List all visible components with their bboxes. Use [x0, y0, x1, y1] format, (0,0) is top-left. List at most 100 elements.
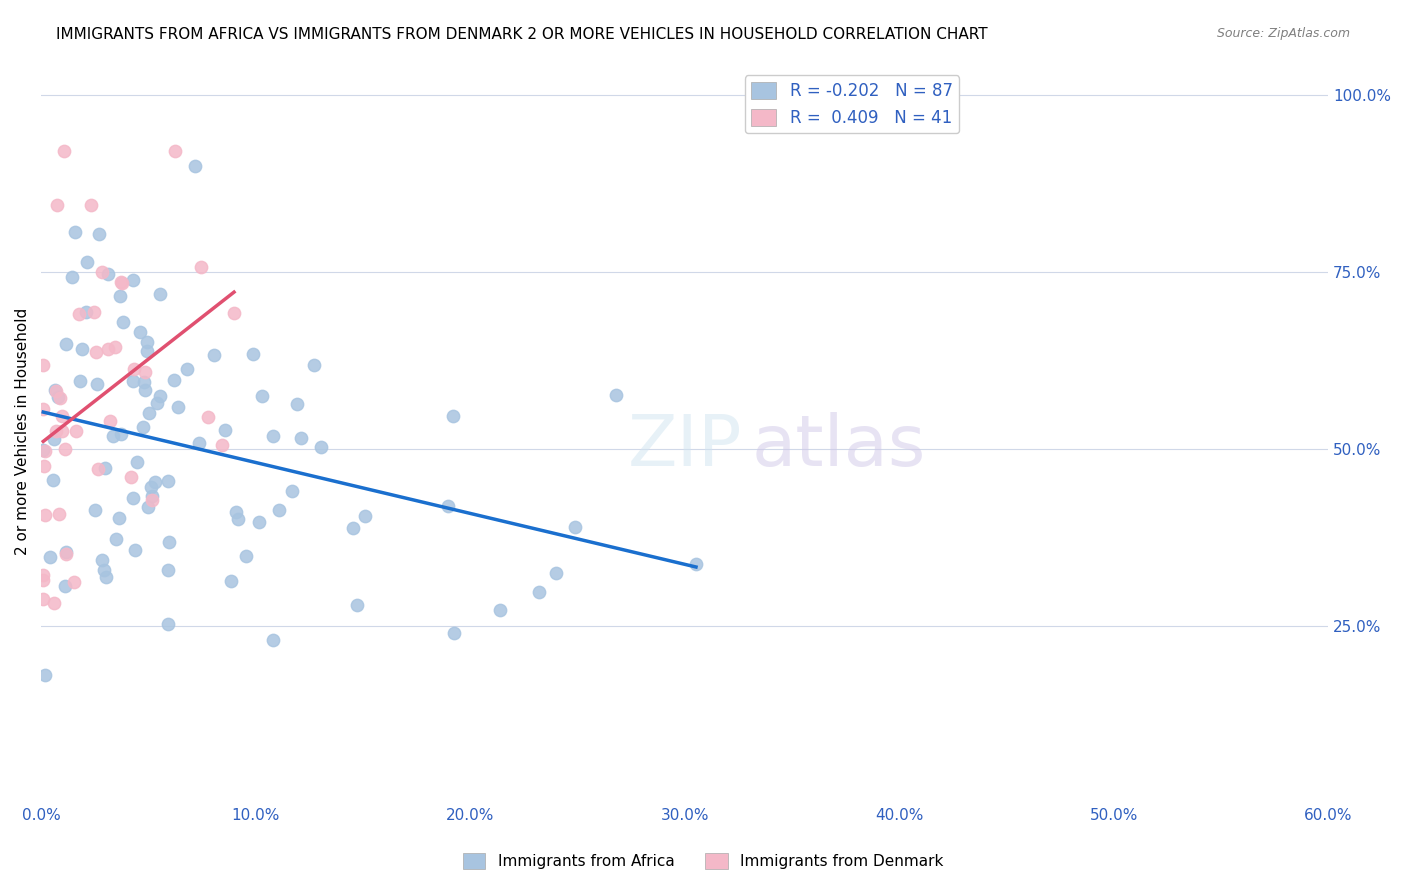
Point — [247, 516, 270, 530]
Point — [42, 432, 65, 446]
Point — [157, 474, 180, 488]
Point — [83, 503, 105, 517]
Point — [527, 585, 550, 599]
Point — [132, 419, 155, 434]
Point — [67, 307, 90, 321]
Point — [226, 512, 249, 526]
Point — [51, 409, 73, 423]
Legend: R = -0.202   N = 87, R =  0.409   N = 41: R = -0.202 N = 87, R = 0.409 N = 41 — [745, 75, 959, 134]
Point — [242, 347, 264, 361]
Point — [60, 269, 83, 284]
Point — [51, 425, 73, 439]
Point — [62, 575, 84, 590]
Point — [163, 373, 186, 387]
Point — [134, 375, 156, 389]
Point — [134, 383, 156, 397]
Point — [281, 483, 304, 498]
Point — [49, 391, 72, 405]
Point — [111, 276, 134, 290]
Point — [32, 567, 55, 582]
Point — [110, 275, 132, 289]
Point — [136, 500, 159, 515]
Point — [157, 535, 180, 549]
Point — [32, 592, 55, 607]
Point — [156, 563, 179, 577]
Point — [93, 563, 115, 577]
Point — [103, 429, 125, 443]
Point — [250, 389, 273, 403]
Point — [302, 358, 325, 372]
Point — [143, 475, 166, 489]
Point — [544, 566, 567, 581]
Point — [104, 340, 127, 354]
Point — [48, 507, 70, 521]
Point — [42, 473, 65, 487]
Point — [149, 389, 172, 403]
Point — [146, 396, 169, 410]
Point — [34, 444, 56, 458]
Point — [44, 596, 66, 610]
Point — [65, 424, 87, 438]
Point — [55, 547, 77, 561]
Point — [202, 348, 225, 362]
Point — [110, 426, 132, 441]
Point — [149, 287, 172, 301]
Point — [46, 390, 69, 404]
Text: ZIP: ZIP — [627, 412, 742, 481]
Point — [564, 520, 586, 534]
Point — [34, 508, 56, 522]
Text: Source: ZipAtlas.com: Source: ZipAtlas.com — [1216, 27, 1350, 40]
Point — [121, 491, 143, 505]
Point — [45, 384, 67, 399]
Point — [165, 144, 187, 158]
Point — [285, 397, 308, 411]
Point — [219, 574, 242, 588]
Point — [685, 557, 707, 571]
Point — [176, 361, 198, 376]
Point — [83, 305, 105, 319]
Point — [436, 499, 458, 513]
Point — [441, 409, 464, 423]
Point — [214, 423, 236, 437]
Point — [34, 668, 56, 682]
Point — [346, 598, 368, 612]
Point — [134, 365, 156, 379]
Point — [135, 344, 157, 359]
Point — [124, 362, 146, 376]
Point — [489, 603, 512, 617]
Point — [98, 414, 121, 428]
Point — [53, 579, 76, 593]
Point — [353, 508, 375, 523]
Point — [97, 268, 120, 282]
Point — [46, 198, 69, 212]
Point — [55, 336, 77, 351]
Point — [166, 400, 188, 414]
Point — [39, 549, 62, 564]
Point — [141, 493, 163, 508]
Point — [605, 388, 627, 402]
Point — [32, 442, 55, 457]
Point — [110, 289, 132, 303]
Point — [53, 442, 76, 456]
Point — [184, 159, 207, 173]
Point — [32, 401, 55, 416]
Point — [32, 573, 55, 587]
Point — [104, 532, 127, 546]
Point — [44, 384, 66, 398]
Point — [235, 549, 257, 564]
Text: IMMIGRANTS FROM AFRICA VS IMMIGRANTS FROM DENMARK 2 OR MORE VEHICLES IN HOUSEHOL: IMMIGRANTS FROM AFRICA VS IMMIGRANTS FRO… — [56, 27, 988, 42]
Point — [197, 409, 219, 424]
Point — [141, 489, 163, 503]
Point — [139, 480, 162, 494]
Text: atlas: atlas — [752, 412, 927, 481]
Point — [108, 511, 131, 525]
Point — [120, 470, 142, 484]
Point — [136, 335, 159, 350]
Point — [122, 273, 145, 287]
Legend: Immigrants from Africa, Immigrants from Denmark: Immigrants from Africa, Immigrants from … — [457, 847, 949, 875]
Point — [94, 570, 117, 584]
Point — [211, 438, 233, 452]
Point — [269, 503, 291, 517]
Point — [129, 325, 152, 339]
Point — [157, 617, 180, 632]
